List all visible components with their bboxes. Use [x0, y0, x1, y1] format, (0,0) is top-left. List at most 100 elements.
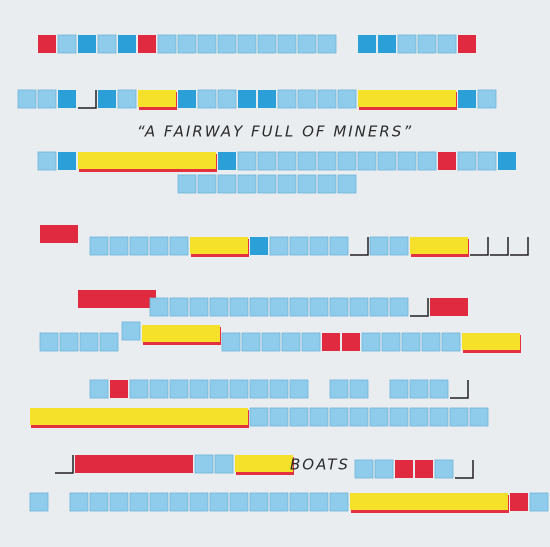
square [354, 459, 374, 479]
square [417, 151, 437, 171]
square [409, 407, 429, 427]
square [369, 297, 389, 317]
square [118, 35, 136, 53]
yellow-bar [78, 152, 216, 169]
square [138, 35, 156, 53]
yellow-bar [30, 408, 248, 425]
bracket [450, 380, 469, 399]
square [129, 379, 149, 399]
red-bar [78, 290, 156, 308]
square [277, 34, 297, 54]
red-bar [40, 225, 78, 243]
square [129, 236, 149, 256]
square [301, 332, 321, 352]
red-bar [430, 298, 468, 316]
square [458, 35, 476, 53]
square [317, 151, 337, 171]
square [289, 236, 309, 256]
yellow-bar [462, 333, 520, 350]
square [349, 297, 369, 317]
square [469, 407, 489, 427]
square [169, 236, 189, 256]
yellow-bar [410, 237, 468, 254]
square [269, 492, 289, 512]
square [89, 379, 109, 399]
square [129, 492, 149, 512]
square [277, 151, 297, 171]
square [37, 89, 57, 109]
square [277, 174, 297, 194]
square [289, 297, 309, 317]
square [337, 174, 357, 194]
square [257, 174, 277, 194]
square [169, 297, 189, 317]
square [261, 332, 281, 352]
square [317, 89, 337, 109]
square [177, 174, 197, 194]
square [214, 454, 234, 474]
square [217, 34, 237, 54]
bracket [78, 90, 97, 109]
square [297, 151, 317, 171]
square [237, 151, 257, 171]
square [381, 332, 401, 352]
square [395, 460, 413, 478]
square [194, 454, 214, 474]
square [110, 380, 128, 398]
square [329, 492, 349, 512]
square [98, 90, 116, 108]
square [429, 379, 449, 399]
square [389, 379, 409, 399]
square [149, 297, 169, 317]
square [229, 379, 249, 399]
square [249, 379, 269, 399]
square [37, 151, 57, 171]
square [209, 492, 229, 512]
square [317, 34, 337, 54]
square [257, 34, 277, 54]
square [229, 297, 249, 317]
square [269, 379, 289, 399]
square [169, 492, 189, 512]
yellow-bar [190, 237, 248, 254]
square [297, 89, 317, 109]
yellow-bar [142, 325, 220, 342]
square [97, 34, 117, 54]
square [209, 379, 229, 399]
yellow-bar [350, 493, 508, 510]
square [378, 35, 396, 53]
square [177, 34, 197, 54]
square [249, 407, 269, 427]
square [349, 407, 369, 427]
square [309, 236, 329, 256]
square [477, 151, 497, 171]
square [434, 459, 454, 479]
square [374, 459, 394, 479]
square [149, 379, 169, 399]
square [241, 332, 261, 352]
square [449, 407, 469, 427]
square [389, 297, 409, 317]
square [217, 89, 237, 109]
title: “A FAIRWAY FULL OF MINERS” [137, 123, 413, 141]
square [397, 34, 417, 54]
square [258, 90, 276, 108]
square [178, 90, 196, 108]
square [337, 89, 357, 109]
yellow-bar [358, 90, 456, 107]
square [38, 35, 56, 53]
square [269, 407, 289, 427]
square [249, 492, 269, 512]
square [57, 34, 77, 54]
square [415, 460, 433, 478]
square [297, 34, 317, 54]
square [329, 236, 349, 256]
square [457, 151, 477, 171]
square [329, 407, 349, 427]
square [149, 236, 169, 256]
square [78, 35, 96, 53]
square [238, 90, 256, 108]
square [189, 379, 209, 399]
